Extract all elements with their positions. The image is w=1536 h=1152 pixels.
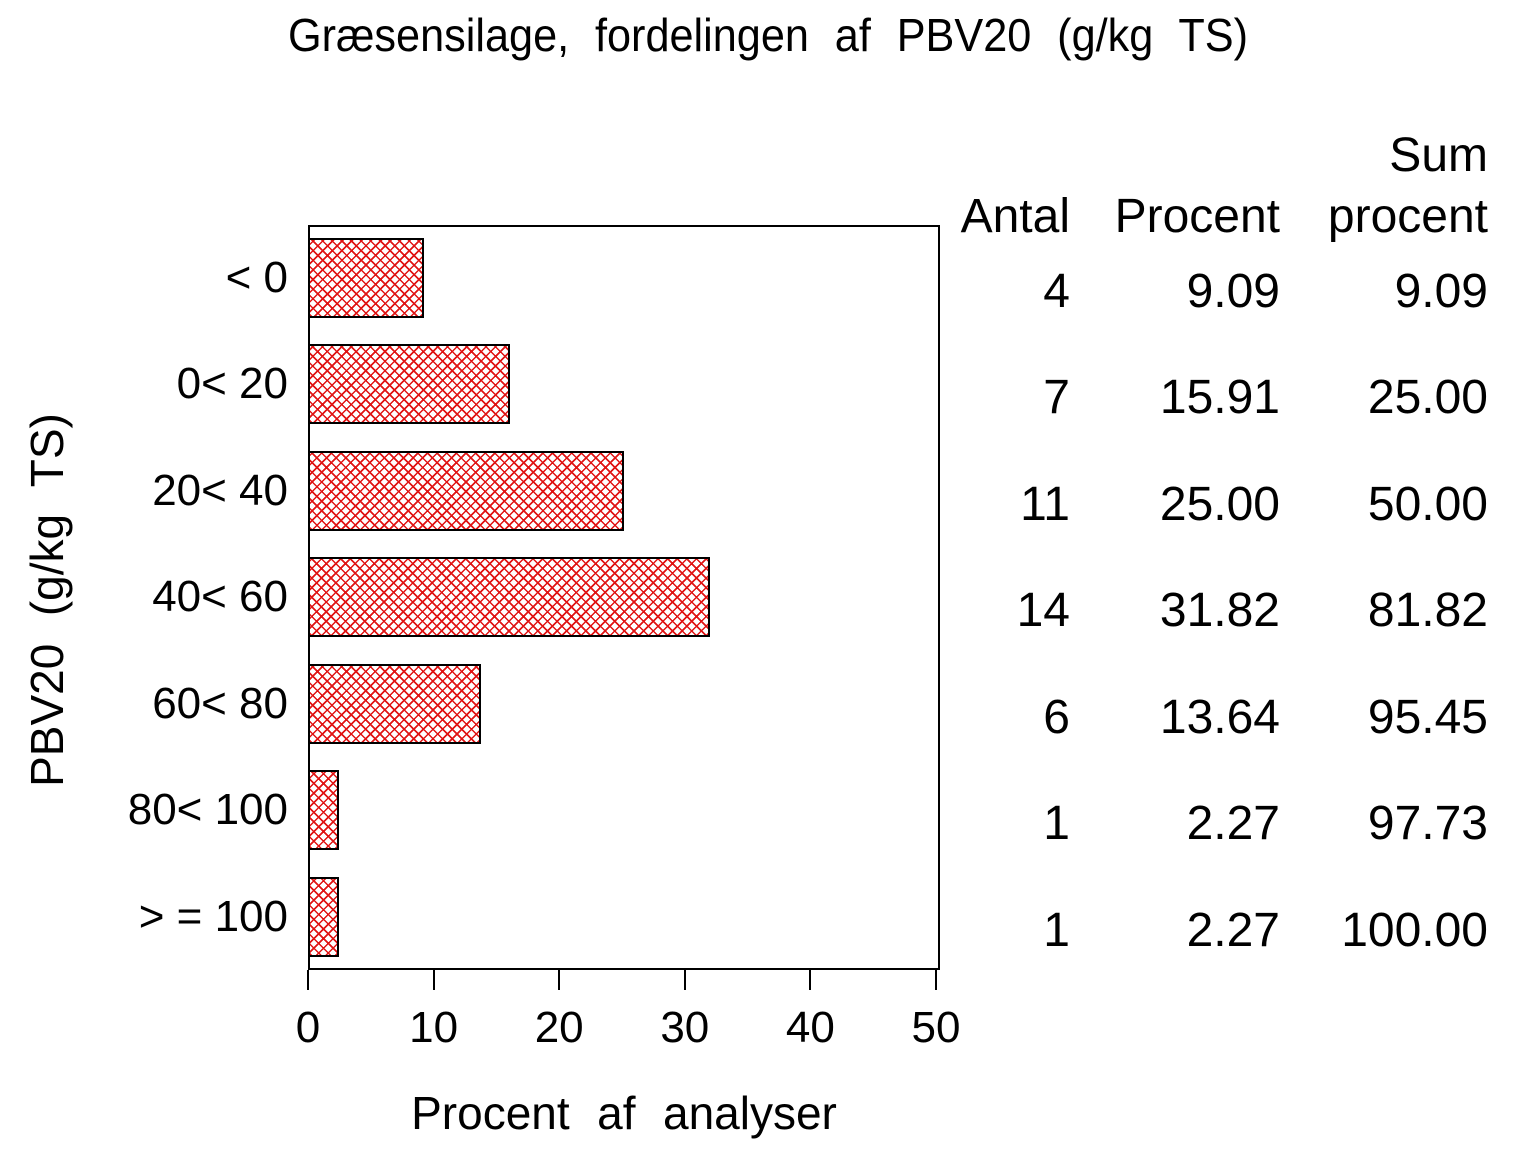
cell-sum-procent: 100.00 [1341,903,1488,957]
bar-60-80 [308,663,482,744]
table-header-procent: Procent [1114,190,1280,243]
table-header-sum-procent: procent [1327,190,1488,243]
cell-antal: 1 [1043,903,1070,957]
x-axis-tick [432,970,435,990]
table-row: 14 31.82 81.82 [920,587,1488,635]
cell-antal: 1 [1043,797,1070,851]
x-tick-label: 40 [785,1003,835,1052]
bar-20-40 [308,450,624,531]
cell-antal: 11 [1020,477,1070,531]
category-label: 60< 80 [152,678,288,728]
x-axis-title: Procent af analyser [411,1087,837,1139]
plot-area [308,225,940,970]
cell-sum-procent: 9.09 [1394,265,1488,318]
table-header-sum: Sum [1389,129,1488,182]
category-label: 20< 40 [152,465,288,515]
table-row: 1 2.27 97.73 [920,800,1488,848]
cell-sum-procent: 25.00 [1367,371,1488,425]
x-axis-tick [558,970,561,990]
x-tick-label: 30 [660,1003,710,1052]
bar-0-20 [308,344,510,425]
x-axis-tick [935,970,937,990]
y-axis-title: PBV20 (g/kg TS) [21,413,73,787]
bar-40-60 [308,557,710,638]
cell-sum-procent: 50.00 [1367,477,1488,531]
cell-sum-procent: 81.82 [1367,584,1488,638]
cell-antal: 4 [1043,265,1070,318]
x-tick-label: 0 [295,1003,321,1052]
cell-procent: 2.27 [1186,903,1280,957]
cell-antal: 6 [1043,690,1070,744]
x-tick-label: 20 [534,1003,584,1052]
table-row: 6 13.64 95.45 [920,690,1488,744]
cell-sum-procent: 97.73 [1367,797,1488,851]
chart-title: Græsensilage, fordelingen af PBV20 (g/kg… [287,9,1249,61]
category-label: 0< 20 [176,359,288,409]
x-axis-tick [307,970,309,990]
bar-lt-0 [308,238,425,318]
x-tick-label: 50 [911,1003,961,1052]
category-label: > = 100 [138,891,288,941]
bar-gte-100 [308,876,339,957]
x-tick-label: 10 [409,1003,459,1052]
table-row: 11 25.00 50.00 [920,477,1488,531]
bar-80-100 [308,770,339,851]
cell-procent: 2.27 [1186,797,1280,851]
cell-procent: 25.00 [1159,477,1280,531]
table-row: 4 9.09 9.09 [920,268,1488,316]
x-axis-tick [809,970,812,990]
cell-antal: 7 [1043,371,1070,425]
x-axis-tick [683,970,686,990]
cell-procent: 13.64 [1159,690,1280,744]
table-header-antal: Antal [960,190,1070,243]
table-header-row: Antal Procent procent [920,193,1488,241]
table-row: 1 2.27 100.00 [920,903,1488,957]
cell-sum-procent: 95.45 [1367,690,1488,744]
category-label: < 0 [225,253,288,302]
cell-procent: 9.09 [1186,265,1280,318]
table-row: 7 15.91 25.00 [920,374,1488,422]
cell-procent: 15.91 [1159,371,1280,425]
cell-procent: 31.82 [1159,584,1280,638]
cell-antal: 14 [1016,584,1070,638]
category-label: 40< 60 [152,572,288,622]
category-label: 80< 100 [127,785,288,835]
